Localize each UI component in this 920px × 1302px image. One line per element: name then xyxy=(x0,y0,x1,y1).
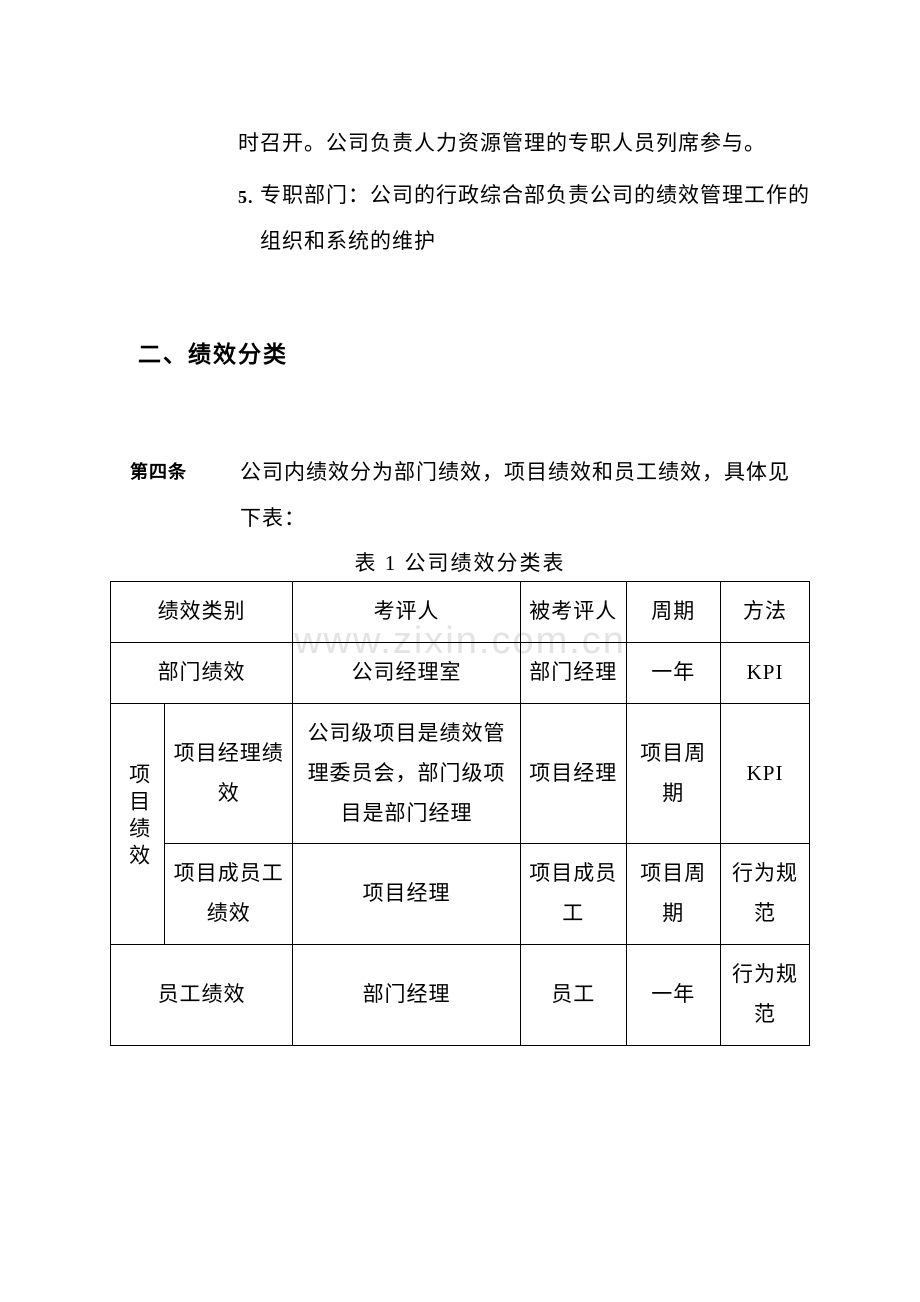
article-4-label: 第四条 xyxy=(130,449,220,541)
cell-dept-evaluator: 公司经理室 xyxy=(293,642,521,703)
table-row: 项目绩效 项目经理绩效 公司级项目是绩效管理委员会，部门级项目是部门经理 项目经… xyxy=(111,703,810,844)
list-item-5: 5. 专职部门：公司的行政综合部负责公司的绩效管理工作的组织和系统的维护 xyxy=(238,172,810,264)
cell-projmem-evaluator: 项目经理 xyxy=(293,844,521,945)
cell-staff-method: 行为规范 xyxy=(721,945,810,1046)
section-heading: 二、绩效分类 xyxy=(138,335,810,369)
cell-projmem-method: 行为规范 xyxy=(721,844,810,945)
list-item-5-text: 专职部门：公司的行政综合部负责公司的绩效管理工作的组织和系统的维护 xyxy=(260,172,810,264)
table-caption: 表 1 公司绩效分类表 xyxy=(110,547,810,577)
article-4: 第四条 公司内绩效分为部门绩效，项目绩效和员工绩效，具体见下表： xyxy=(110,449,810,541)
cell-dept-target: 部门经理 xyxy=(520,642,626,703)
cell-projmem-category: 项目成员工绩效 xyxy=(165,844,293,945)
cell-proj-group-label: 项目绩效 xyxy=(118,763,158,871)
cell-staff-category: 员工绩效 xyxy=(111,945,293,1046)
th-cycle: 周期 xyxy=(626,581,720,642)
continuation-text: 时召开。公司负责人力资源管理的专职人员列席参与。 xyxy=(238,120,810,166)
cell-dept-cycle: 一年 xyxy=(626,642,720,703)
table-row: 项目成员工绩效 项目经理 项目成员工 项目周期 行为规范 xyxy=(111,844,810,945)
th-category: 绩效类别 xyxy=(111,581,293,642)
cell-proj-group: 项目绩效 xyxy=(111,703,165,944)
cell-staff-target: 员工 xyxy=(520,945,626,1046)
cell-dept-category: 部门绩效 xyxy=(111,642,293,703)
cell-staff-evaluator: 部门经理 xyxy=(293,945,521,1046)
page-container: 时召开。公司负责人力资源管理的专职人员列席参与。 5. 专职部门：公司的行政综合… xyxy=(0,0,920,1106)
cell-projmgr-target: 项目经理 xyxy=(520,703,626,844)
table-row: 员工绩效 部门经理 员工 一年 行为规范 xyxy=(111,945,810,1046)
th-method: 方法 xyxy=(721,581,810,642)
table-row: 部门绩效 公司经理室 部门经理 一年 KPI xyxy=(111,642,810,703)
cell-projmgr-category: 项目经理绩效 xyxy=(165,703,293,844)
th-evaluator: 考评人 xyxy=(293,581,521,642)
cell-projmgr-method: KPI xyxy=(721,703,810,844)
cell-staff-cycle: 一年 xyxy=(626,945,720,1046)
cell-projmem-cycle: 项目周期 xyxy=(626,844,720,945)
article-4-body: 公司内绩效分为部门绩效，项目绩效和员工绩效，具体见下表： xyxy=(240,449,810,541)
list-item-5-number: 5. xyxy=(238,172,260,264)
continuation-paragraph: 时召开。公司负责人力资源管理的专职人员列席参与。 5. 专职部门：公司的行政综合… xyxy=(238,120,810,265)
cell-projmgr-evaluator: 公司级项目是绩效管理委员会，部门级项目是部门经理 xyxy=(293,703,521,844)
performance-table: 绩效类别 考评人 被考评人 周期 方法 部门绩效 公司经理室 部门经理 一年 K… xyxy=(110,581,810,1046)
table-header-row: 绩效类别 考评人 被考评人 周期 方法 xyxy=(111,581,810,642)
cell-projmem-target: 项目成员工 xyxy=(520,844,626,945)
cell-dept-method: KPI xyxy=(721,642,810,703)
cell-projmgr-cycle: 项目周期 xyxy=(626,703,720,844)
th-target: 被考评人 xyxy=(520,581,626,642)
